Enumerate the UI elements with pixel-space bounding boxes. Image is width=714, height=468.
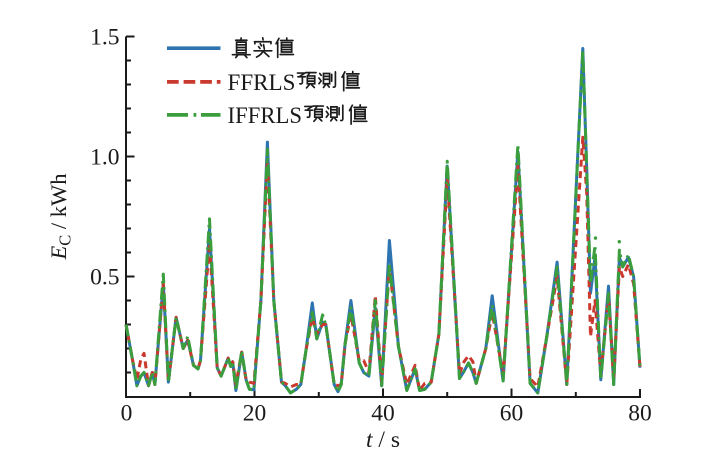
svg-text:0.5: 0.5 [90, 264, 119, 290]
svg-text:80: 80 [628, 401, 652, 427]
svg-text:IFFRLS: IFFRLS [228, 103, 303, 129]
svg-text:FFRLS: FFRLS [228, 70, 296, 96]
svg-text:40: 40 [371, 401, 395, 427]
svg-text:20: 20 [243, 401, 267, 427]
svg-text:60: 60 [500, 401, 524, 427]
svg-text:0: 0 [121, 401, 133, 427]
svg-text:EC / kWh: EC / kWh [46, 173, 75, 260]
svg-text:t / s: t / s [366, 427, 400, 453]
svg-text:1.0: 1.0 [90, 144, 119, 170]
svg-text:1.5: 1.5 [90, 24, 119, 50]
